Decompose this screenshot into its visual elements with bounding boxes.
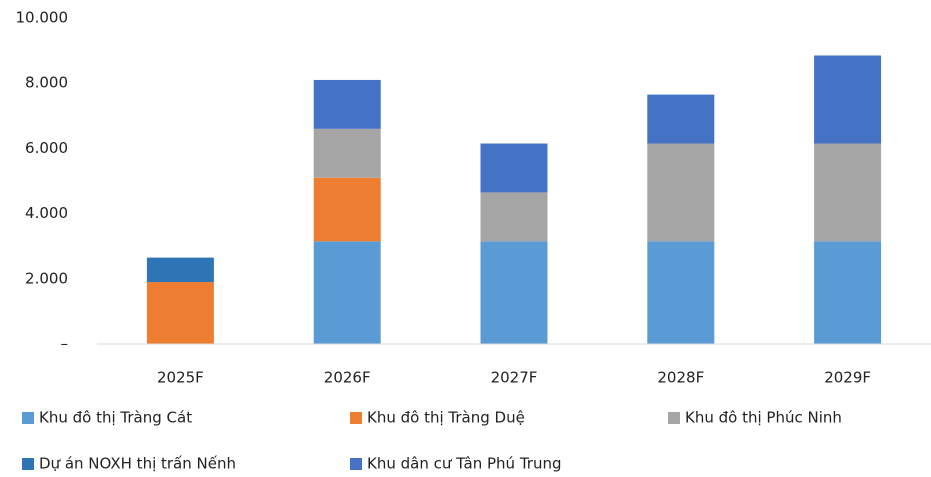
y-tick-label: 4.000 <box>25 204 68 222</box>
bar-segment <box>146 282 214 344</box>
y-tick-label: 8.000 <box>25 74 68 92</box>
legend-label: Khu đô thị Phúc Ninh <box>685 409 842 427</box>
bar-segment <box>313 128 381 178</box>
x-tick-label: 2026F <box>324 369 371 387</box>
y-tick-label: – <box>61 335 69 353</box>
bar-segment <box>480 143 548 193</box>
legend-swatch <box>350 412 362 424</box>
legend-swatch <box>22 412 34 424</box>
bar-segment <box>814 143 882 242</box>
bar-segment <box>480 192 548 242</box>
bar-segment <box>313 177 381 242</box>
bar-segment <box>313 241 381 344</box>
bar-segment <box>480 241 548 344</box>
bar-segment <box>313 79 381 129</box>
x-tick-label: 2025F <box>157 369 204 387</box>
bar-segment <box>647 241 715 344</box>
legend-label: Khu dân cư Tân Phú Trung <box>367 455 562 473</box>
legend-label: Dự án NOXH thị trấn Nếnh <box>39 455 236 473</box>
bar-segment <box>146 257 214 283</box>
legend-swatch <box>350 458 362 470</box>
legend-swatch <box>22 458 34 470</box>
legend-label: Khu đô thị Tràng Cát <box>39 409 192 427</box>
bar-segment <box>647 143 715 242</box>
bar-segment <box>814 55 882 144</box>
legend-swatch <box>668 412 680 424</box>
bar-segment <box>814 241 882 344</box>
y-tick-label: 2.000 <box>25 269 68 287</box>
y-tick-label: 6.000 <box>25 139 68 157</box>
bar-segment <box>647 94 715 144</box>
y-tick-label: 10.000 <box>16 9 69 27</box>
legend-label: Khu đô thị Tràng Duệ <box>367 409 525 427</box>
x-tick-label: 2029F <box>824 369 871 387</box>
x-tick-label: 2027F <box>491 369 538 387</box>
x-tick-label: 2028F <box>657 369 704 387</box>
